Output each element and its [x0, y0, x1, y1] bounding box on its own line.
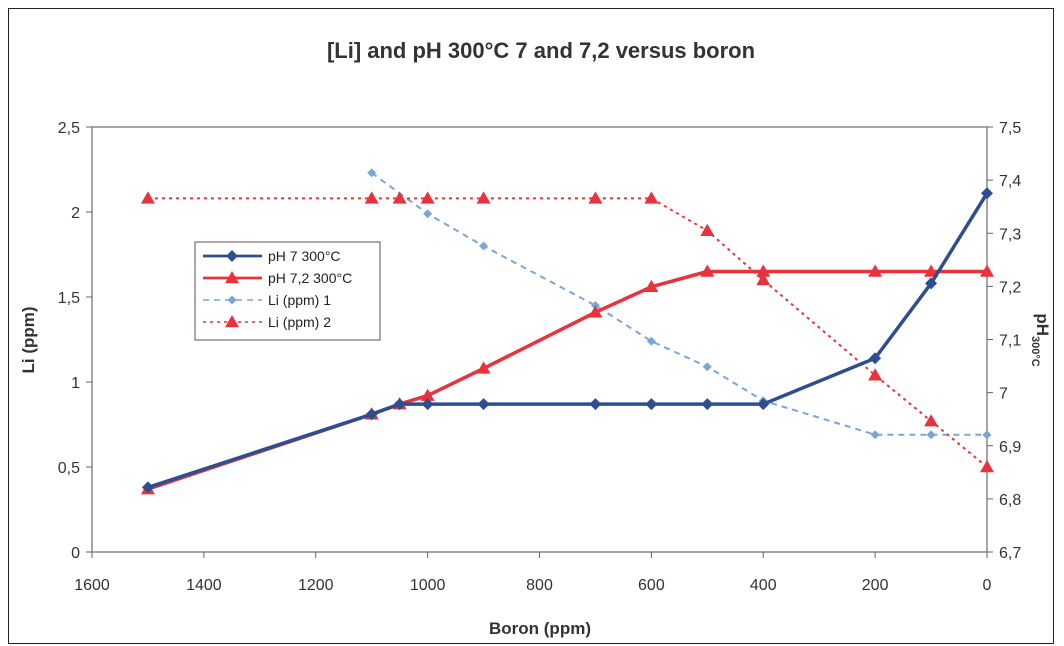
- y2-tick-label: 6,7: [999, 545, 1021, 562]
- series-line: [147, 192, 989, 490]
- y-tick-label: 2,5: [58, 120, 80, 137]
- data-point: [367, 168, 377, 178]
- y2-axis-title-sub: 300°C: [1029, 336, 1041, 367]
- legend-label: Li (ppm) 1: [268, 292, 331, 308]
- data-point: [423, 209, 433, 219]
- data-point: [365, 408, 378, 421]
- data-point: [980, 460, 994, 473]
- data-point: [589, 398, 602, 411]
- data-point: [700, 264, 715, 277]
- data-point: [141, 481, 154, 494]
- x-tick-label: 0: [983, 577, 992, 594]
- legend-entry: pH 7,2 300°C: [203, 270, 352, 286]
- series-4: [140, 191, 994, 473]
- chart-frame: [8, 8, 1054, 644]
- data-point: [926, 430, 936, 440]
- data-point: [757, 398, 770, 411]
- x-tick-label: 400: [750, 577, 777, 594]
- data-point: [479, 241, 489, 251]
- x-tick-label: 1000: [410, 577, 446, 594]
- data-point: [421, 398, 434, 411]
- y-tick-label: 0,5: [58, 460, 80, 477]
- series-1: [141, 187, 993, 494]
- x-tick-label: 1200: [298, 577, 334, 594]
- legend-label: pH 7 300°C: [268, 248, 341, 264]
- data-point: [476, 361, 491, 374]
- y2-tick-label: 7,2: [999, 279, 1021, 296]
- data-point: [868, 264, 883, 277]
- data-point: [982, 430, 992, 440]
- x-tick-label: 200: [862, 577, 889, 594]
- data-point: [477, 398, 490, 411]
- legend-entry: pH 7 300°C: [203, 248, 341, 264]
- data-point: [700, 223, 715, 236]
- data-point: [140, 191, 155, 204]
- data-point: [870, 430, 880, 440]
- x-axis-ticks: 1600 1400 1200 1000 800 600 400 200 0: [74, 552, 992, 594]
- legend: pH 7 300°C pH 7,2 300°C Li (ppm) 1 Li (ppm)…: [194, 241, 381, 341]
- svg-text:pH300°C: pH300°C: [1029, 313, 1052, 366]
- y2-tick-label: 7,4: [999, 173, 1021, 190]
- legend-swatch-marker: [225, 271, 239, 284]
- legend-swatch-marker: [225, 315, 239, 328]
- legend-label: Li (ppm) 2: [268, 314, 331, 330]
- legend-swatch-marker: [227, 295, 237, 305]
- data-point: [869, 352, 882, 365]
- x-tick-label: 1400: [186, 577, 222, 594]
- y2-tick-label: 7,1: [999, 333, 1021, 350]
- series-3: [367, 168, 992, 440]
- data-point: [588, 305, 603, 318]
- legend-box: [194, 241, 381, 341]
- data-point: [393, 398, 406, 411]
- legend-entry: Li (ppm) 1: [203, 292, 331, 308]
- y2-tick-label: 7,5: [999, 120, 1021, 137]
- data-point: [702, 362, 712, 372]
- data-point: [420, 191, 435, 204]
- series-line: [147, 197, 988, 468]
- legend-entry: Li (ppm) 2: [203, 314, 331, 330]
- y2-tick-label: 7,3: [999, 226, 1021, 243]
- data-point: [644, 191, 659, 204]
- data-point: [364, 191, 379, 204]
- y2-axis-title: pH300°C: [1029, 313, 1052, 366]
- data-point: [476, 191, 491, 204]
- legend-swatch-marker: [226, 250, 238, 262]
- series-layer: [140, 168, 994, 495]
- y-tick-label: 0: [71, 545, 80, 562]
- data-point: [981, 187, 993, 200]
- data-point: [925, 277, 938, 290]
- data-point: [701, 398, 714, 411]
- y-axis-ticks: 0 0,5 1 1,5 2 2,5: [58, 120, 92, 562]
- data-point: [392, 191, 407, 204]
- data-point: [924, 414, 939, 427]
- legend-label: pH 7,2 300°C: [268, 270, 352, 286]
- y-axis-title: Li (ppm): [19, 306, 38, 373]
- data-point: [588, 191, 603, 204]
- data-point: [756, 273, 771, 286]
- y-tick-label: 1: [71, 375, 80, 392]
- y2-tick-label: 7: [999, 386, 1008, 403]
- x-tick-label: 1600: [74, 577, 110, 594]
- y2-tick-label: 6,8: [999, 492, 1021, 509]
- data-point: [420, 388, 435, 401]
- y-tick-label: 1,5: [58, 290, 80, 307]
- data-point: [924, 264, 939, 277]
- series-line: [371, 172, 987, 436]
- data-point: [980, 264, 994, 277]
- data-point: [644, 279, 659, 293]
- data-point: [868, 368, 883, 381]
- y2-tick-label: 6,9: [999, 439, 1021, 456]
- y-tick-label: 2: [71, 205, 80, 222]
- data-point: [646, 336, 656, 346]
- chart-title: [Li] and pH 300°C 7 and 7,2 versus boron: [327, 38, 755, 63]
- data-point: [756, 264, 771, 277]
- y2-axis-ticks: 6,7 6,8 6,9 7 7,1 7,2 7,3 7,4 7,5: [987, 120, 1021, 562]
- x-tick-label: 800: [526, 577, 553, 594]
- data-point: [645, 398, 658, 411]
- x-axis-title: Boron (ppm): [489, 619, 591, 638]
- x-tick-label: 600: [638, 577, 665, 594]
- y2-axis-title-main: pH: [1033, 313, 1052, 336]
